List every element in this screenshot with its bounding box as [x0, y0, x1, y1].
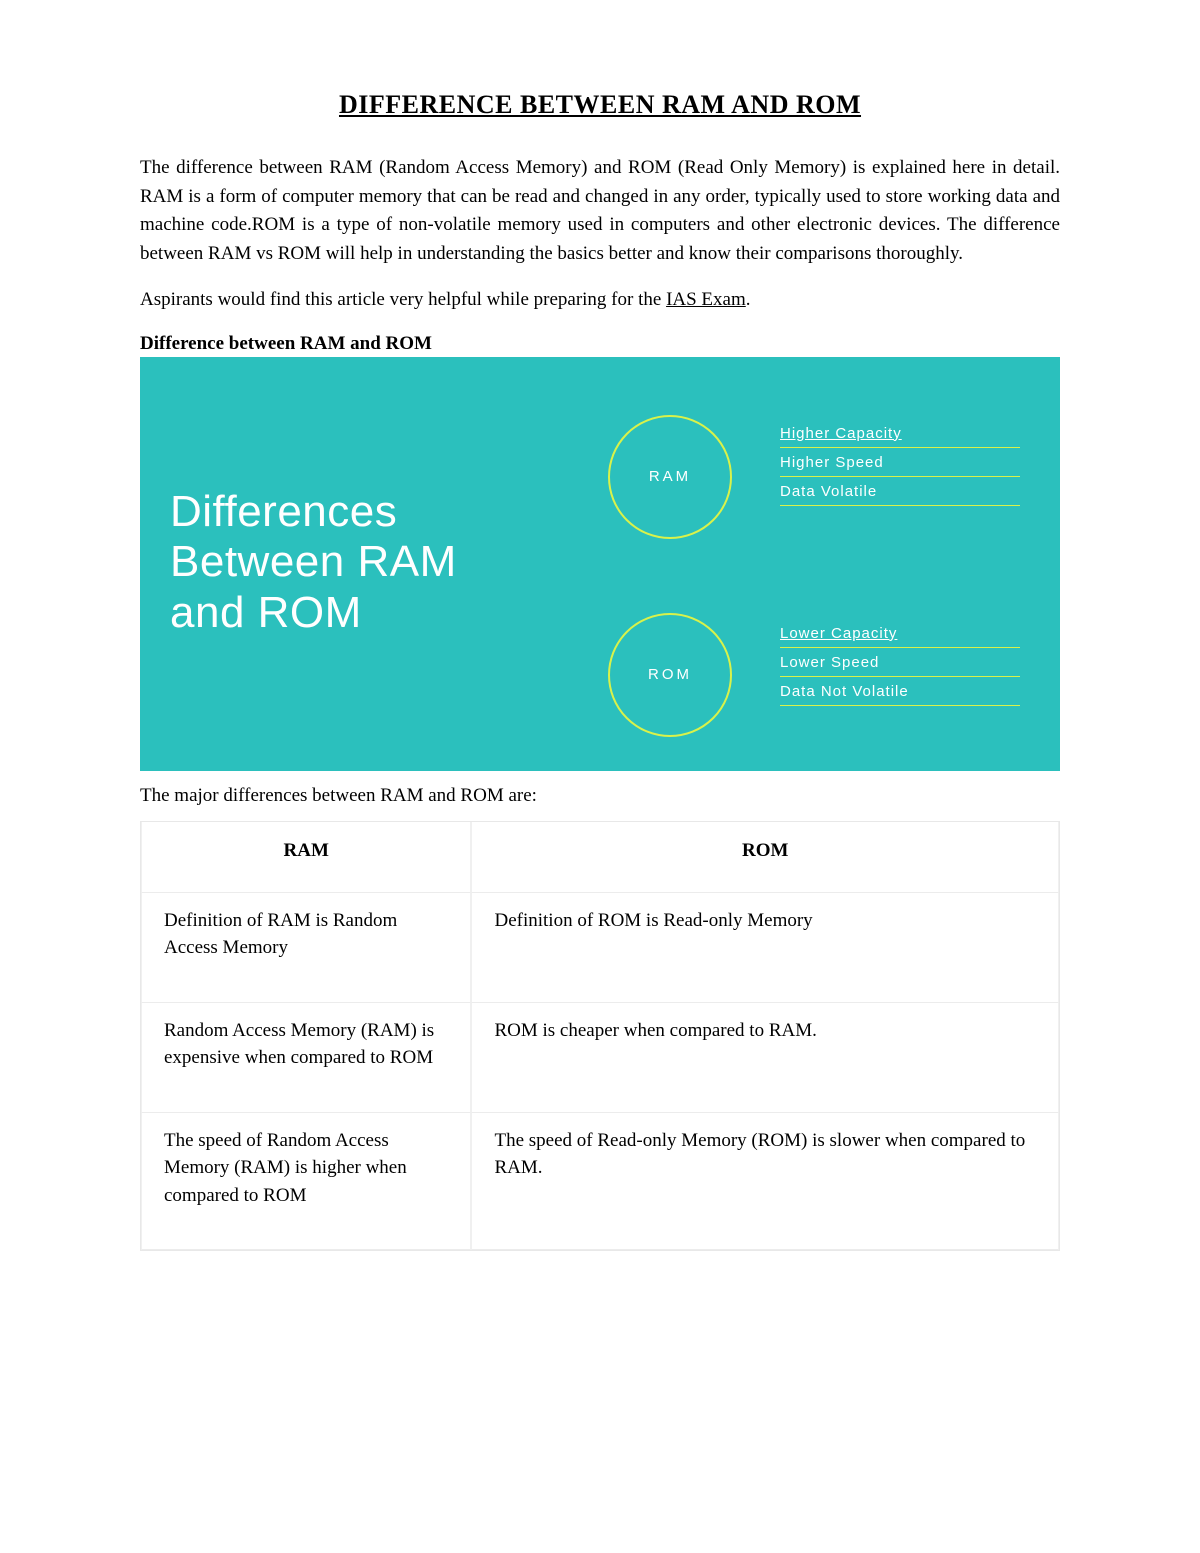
aspirants-paragraph: Aspirants would find this article very h… — [140, 286, 1060, 315]
table-row: The speed of Random Access Memory (RAM) … — [141, 1113, 1059, 1251]
infographic-circle-rom: ROM — [608, 613, 732, 737]
infographic-attr: Higher Speed — [780, 448, 1020, 477]
infographic-title: DifferencesBetween RAMand ROM — [170, 487, 457, 639]
table-cell: ROM is cheaper when compared to RAM. — [471, 1003, 1059, 1113]
table-cell: Definition of RAM is Random Access Memor… — [141, 893, 471, 1003]
infographic-attr: Lower Speed — [780, 648, 1020, 677]
table-cell: Definition of ROM is Read-only Memory — [471, 893, 1059, 1003]
table-row: Random Access Memory (RAM) is expensive … — [141, 1003, 1059, 1113]
table-cell: The speed of Read-only Memory (ROM) is s… — [471, 1113, 1059, 1251]
intro-paragraph: The difference between RAM (Random Acces… — [140, 154, 1060, 268]
infographic-attr: Data Volatile — [780, 477, 1020, 506]
ram-rom-infographic: DifferencesBetween RAMand ROM RAM Higher … — [140, 357, 1060, 771]
infographic-attr: Lower Capacity — [780, 619, 1020, 648]
infographic-circle-ram: RAM — [608, 415, 732, 539]
table-header-ram: RAM — [141, 822, 471, 893]
table-header-row: RAM ROM — [141, 822, 1059, 893]
lead-text: The major differences between RAM and RO… — [140, 785, 1060, 807]
infographic-attr: Higher Capacity — [780, 419, 1020, 448]
page-title: DIFFERENCE BETWEEN RAM AND ROM — [140, 90, 1060, 120]
infographic-attrs-rom: Lower CapacityLower SpeedData Not Volati… — [780, 619, 1020, 706]
aspirants-prefix: Aspirants would find this article very h… — [140, 289, 666, 310]
table-cell: The speed of Random Access Memory (RAM) … — [141, 1113, 471, 1251]
table-row: Definition of RAM is Random Access Memor… — [141, 893, 1059, 1003]
subheading: Difference between RAM and ROM — [140, 333, 1060, 355]
ias-exam-link[interactable]: IAS Exam — [666, 289, 746, 310]
comparison-table: RAM ROM Definition of RAM is Random Acce… — [140, 821, 1060, 1252]
infographic-attrs-ram: Higher CapacityHigher SpeedData Volatile — [780, 419, 1020, 506]
table-header-rom: ROM — [471, 822, 1059, 893]
infographic-attr: Data Not Volatile — [780, 677, 1020, 706]
table-cell: Random Access Memory (RAM) is expensive … — [141, 1003, 471, 1113]
aspirants-suffix: . — [746, 289, 751, 310]
